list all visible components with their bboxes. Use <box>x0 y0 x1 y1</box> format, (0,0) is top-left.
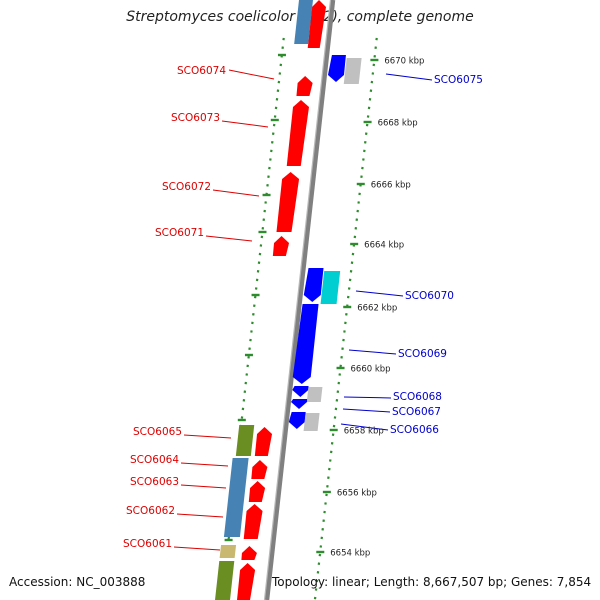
gene-label-sco6065: SCO6065 <box>133 426 182 438</box>
gene-feature-sco6070 <box>303 268 324 302</box>
gene-label-sco6070: SCO6070 <box>405 290 454 302</box>
gene-leader-line <box>205 235 253 242</box>
cds-bar-sco6075 <box>343 58 362 84</box>
gene-leader-line <box>340 423 389 431</box>
gene-label-sco6072: SCO6072 <box>162 181 211 193</box>
scale-label: 6660 kbp <box>351 365 391 375</box>
gene-feature-bottom <box>237 563 256 600</box>
gene-leader-line <box>348 349 397 355</box>
scale-label: 6656 kbp <box>337 489 377 499</box>
gene-leader-line <box>355 290 404 297</box>
gene-leader-line <box>212 189 260 197</box>
gene-feature-top <box>307 0 326 48</box>
cds-bar-sco6070 <box>320 271 341 304</box>
cds-bar-sco6066 <box>303 413 320 431</box>
gene-leader-line <box>173 546 221 551</box>
gene-leader-line <box>176 513 224 518</box>
gene-feature-sco6072 <box>276 172 300 232</box>
gene-label-sco6071: SCO6071 <box>155 227 204 239</box>
gene-label-sco6061: SCO6061 <box>123 538 172 550</box>
gene-feature-sco6062 <box>243 504 263 539</box>
gene-label-sco6069: SCO6069 <box>398 348 447 360</box>
scale-label: 6664 kbp <box>364 241 404 251</box>
gene-leader-line <box>342 408 391 413</box>
cds-bar-sco6061 <box>219 545 237 558</box>
gene-leader-line <box>385 73 433 81</box>
backbone-line <box>264 0 336 600</box>
gene-label-sco6074: SCO6074 <box>177 65 226 77</box>
gene-feature-sco6069 <box>292 304 319 384</box>
scale-label: 6654 kbp <box>330 549 370 559</box>
gene-feature-sco6068 <box>292 386 309 397</box>
scale-label: 6666 kbp <box>371 181 411 191</box>
gene-feature-sco6064 <box>251 460 268 479</box>
cds-bar-top <box>294 0 313 44</box>
cds-bar-sco6068 <box>306 387 323 402</box>
gene-leader-line <box>183 434 232 439</box>
backbone-shade <box>263 0 332 600</box>
gene-label-sco6063: SCO6063 <box>130 476 179 488</box>
gene-labels: SCO6074 SCO6073 SCO6072 SCO6071 SCO6065 SCO60… <box>123 65 483 551</box>
gene-leader-line <box>180 462 229 467</box>
scale-label: 6662 kbp <box>357 304 397 314</box>
cds-bar-sco6065 <box>235 425 255 456</box>
gene-feature-sco6073 <box>286 100 309 166</box>
gene-leader-line <box>221 120 269 128</box>
genome-summary-text: Topology: linear; Length: 8,667,507 bp; … <box>272 575 592 589</box>
scale-labels: 6670 kbp 6668 kbp 6666 kbp 6664 kbp 6662 kbp… <box>330 57 424 559</box>
gene-label-sco6073: SCO6073 <box>171 112 220 124</box>
gene-feature-sco6066 <box>288 412 306 429</box>
gene-feature-sco6074 <box>296 76 313 96</box>
scale-label: 6670 kbp <box>384 57 424 67</box>
gene-leader-line <box>343 396 392 399</box>
gene-features <box>215 0 362 600</box>
gene-leader-line <box>228 69 275 80</box>
gene-label-sco6066: SCO6066 <box>390 424 439 436</box>
gene-feature-sco6075 <box>327 55 346 82</box>
scale-label: 6668 kbp <box>378 119 418 129</box>
gene-feature-sco6071 <box>272 236 290 256</box>
gene-feature-sco6067 <box>291 399 308 409</box>
gene-label-sco6062: SCO6062 <box>126 505 175 517</box>
gene-feature-sco6061 <box>241 546 257 560</box>
cds-bar-bottom <box>215 561 235 600</box>
gene-label-sco6075: SCO6075 <box>434 74 483 86</box>
gene-leader-line <box>180 484 227 489</box>
backbone <box>263 0 336 600</box>
gene-feature-sco6065 <box>254 427 273 456</box>
scale-label: 6658 kbp <box>344 427 384 437</box>
gene-label-sco6064: SCO6064 <box>130 454 179 466</box>
gene-label-sco6068: SCO6068 <box>393 391 442 403</box>
cds-bar-sco6064-6062 <box>223 458 249 537</box>
accession-text: Accession: NC_003888 <box>9 575 146 589</box>
gene-label-sco6067: SCO6067 <box>392 406 441 418</box>
gene-feature-sco6063 <box>248 481 266 502</box>
